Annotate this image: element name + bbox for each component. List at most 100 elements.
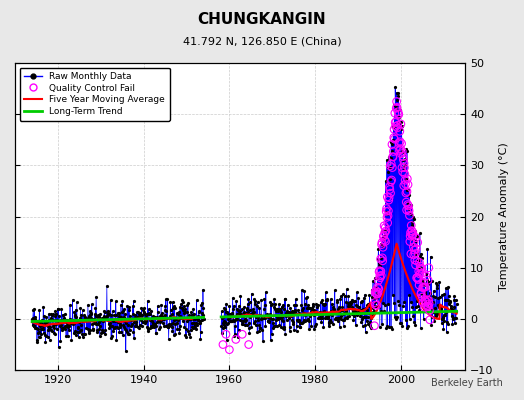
Point [388, 141, 396, 148]
Point [392, 119, 400, 125]
Point [387, 178, 395, 185]
Point [392, 105, 400, 112]
Point [418, 265, 426, 272]
Point [394, 122, 402, 128]
Point [377, 272, 386, 279]
Point [413, 258, 421, 264]
Point [406, 230, 414, 236]
Point [398, 164, 406, 171]
Point [411, 257, 419, 263]
Point [377, 241, 386, 248]
Point [417, 291, 425, 297]
Point [375, 268, 384, 274]
Point [383, 194, 391, 200]
Point [416, 259, 424, 266]
Point [422, 303, 431, 309]
Point [412, 275, 421, 281]
Point [421, 284, 429, 290]
Point [394, 111, 402, 117]
Point [393, 125, 401, 131]
Point [424, 303, 433, 310]
Point [422, 273, 430, 279]
Point [420, 304, 429, 310]
Point [376, 256, 385, 262]
Point [382, 208, 390, 214]
Point [381, 228, 390, 234]
Point [370, 300, 379, 306]
Point [423, 296, 432, 303]
Point [422, 299, 430, 305]
Point [425, 300, 433, 307]
Point [375, 286, 383, 292]
Point [384, 220, 392, 226]
Point [396, 146, 405, 152]
Point [372, 287, 380, 294]
Point [380, 237, 389, 243]
Point [395, 147, 403, 154]
Point [225, 346, 234, 353]
Point [374, 278, 383, 284]
Point [409, 231, 417, 237]
Point [401, 171, 409, 177]
Point [417, 289, 425, 296]
Point [379, 244, 387, 250]
Text: Berkeley Earth: Berkeley Earth [431, 378, 503, 388]
Point [389, 148, 398, 155]
Point [391, 119, 399, 126]
Point [385, 184, 394, 190]
Point [412, 246, 420, 252]
Point [419, 284, 427, 291]
Point [425, 317, 434, 323]
Point [386, 186, 394, 193]
Point [373, 291, 381, 297]
Point [396, 138, 405, 145]
Point [414, 276, 422, 283]
Point [404, 203, 412, 209]
Point [389, 134, 398, 141]
Point [372, 290, 380, 296]
Point [407, 222, 416, 229]
Point [391, 123, 400, 130]
Legend: Raw Monthly Data, Quality Control Fail, Five Year Moving Average, Long-Term Tren: Raw Monthly Data, Quality Control Fail, … [19, 68, 170, 121]
Point [408, 228, 416, 234]
Point [413, 274, 421, 280]
Point [406, 238, 414, 245]
Point [424, 264, 433, 271]
Point [396, 128, 404, 134]
Point [232, 336, 240, 343]
Point [387, 161, 396, 167]
Point [245, 341, 253, 348]
Point [397, 150, 406, 157]
Point [386, 163, 395, 169]
Point [398, 169, 407, 175]
Point [410, 240, 418, 246]
Point [392, 98, 401, 105]
Point [403, 201, 412, 208]
Point [374, 284, 382, 290]
Point [411, 250, 419, 257]
Point [398, 148, 407, 155]
Point [421, 297, 429, 304]
Point [390, 126, 398, 132]
Point [402, 207, 411, 213]
Point [381, 238, 390, 244]
Point [389, 154, 397, 160]
Point [397, 121, 405, 127]
Point [404, 181, 412, 188]
Point [412, 234, 420, 241]
Point [417, 266, 425, 272]
Point [378, 239, 386, 246]
Text: 41.792 N, 126.850 E (China): 41.792 N, 126.850 E (China) [183, 36, 341, 46]
Point [403, 188, 411, 195]
Point [383, 205, 391, 212]
Y-axis label: Temperature Anomaly (°C): Temperature Anomaly (°C) [499, 142, 509, 291]
Point [395, 111, 403, 118]
Point [390, 110, 399, 116]
Point [405, 206, 413, 212]
Point [399, 153, 407, 160]
Point [410, 247, 419, 253]
Point [399, 156, 408, 163]
Point [424, 298, 433, 304]
Point [414, 275, 422, 282]
Point [401, 177, 409, 184]
